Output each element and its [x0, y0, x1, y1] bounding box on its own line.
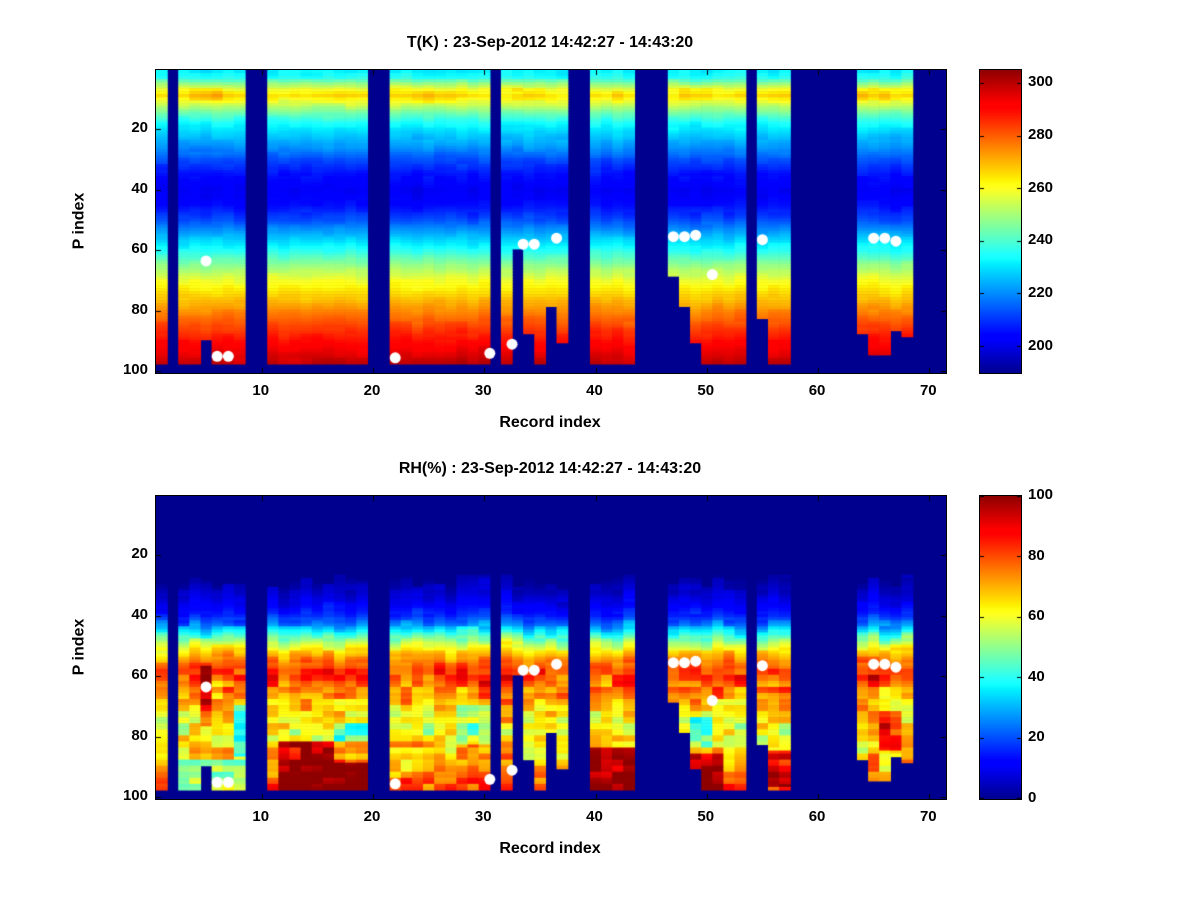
y-tick-label: 40	[131, 605, 148, 623]
y-tick-label: 60	[131, 666, 148, 684]
y-tick-label: 20	[131, 545, 148, 563]
x-tick-label: 50	[697, 382, 715, 399]
colorbar-tick-label: 80	[1028, 546, 1045, 564]
x-axis-label-temperature: Record index	[499, 414, 601, 431]
colorbar-tick-label: 240	[1028, 231, 1054, 249]
plot-title-temperature: T(K) : 23-Sep-2012 14:42:27 - 14:43:20	[406, 34, 694, 51]
temperature-colorbar	[979, 69, 1022, 374]
x-tick-label: 40	[586, 382, 603, 399]
colorbar-tick-label: 260	[1028, 178, 1054, 196]
x-tick-label: 30	[474, 382, 492, 399]
x-tick-label: 30	[474, 808, 492, 825]
y-tick-label: 80	[131, 726, 148, 744]
plot-title-humidity: RH(%) : 23-Sep-2012 14:42:27 - 14:43:20	[398, 460, 702, 477]
temperature-heatmap-canvas	[155, 69, 947, 374]
colorbar-tick-label: 40	[1028, 667, 1045, 685]
y-tick-label: 100	[122, 787, 148, 805]
x-tick-label: 40	[586, 808, 603, 825]
colorbar-tick-label: 100	[1028, 486, 1054, 503]
y-tick-label: 20	[131, 119, 148, 137]
x-tick-label: 10	[252, 382, 270, 399]
x-tick-label: 70	[919, 382, 937, 399]
x-tick-label: 50	[697, 808, 715, 825]
colorbar-tick-label: 60	[1028, 607, 1045, 625]
y-axis-label-humidity: P index	[70, 618, 87, 675]
colorbar-tick-label: 280	[1028, 125, 1054, 143]
colorbar-tick-label: 220	[1028, 283, 1054, 301]
humidity-heatmap-canvas	[155, 495, 947, 800]
humidity-colorbar	[979, 495, 1022, 800]
x-tick-label: 60	[808, 382, 826, 399]
colorbar-tick-label: 0	[1028, 789, 1037, 806]
y-tick-label: 100	[122, 361, 148, 379]
y-axis-label-temperature: P index	[70, 192, 87, 249]
x-tick-label: 70	[919, 808, 937, 825]
y-tick-label: 60	[131, 240, 148, 258]
y-tick-label: 80	[131, 300, 148, 318]
colorbar-tick-label: 300	[1028, 73, 1054, 91]
x-tick-label: 10	[252, 808, 270, 825]
x-axis-label-humidity: Record index	[499, 840, 601, 857]
colorbar-tick-label: 20	[1028, 728, 1045, 746]
x-tick-label: 20	[363, 382, 381, 399]
x-tick-label: 60	[808, 808, 826, 825]
y-tick-label: 40	[131, 179, 148, 197]
x-tick-label: 20	[363, 808, 381, 825]
colorbar-tick-label: 200	[1028, 336, 1054, 354]
